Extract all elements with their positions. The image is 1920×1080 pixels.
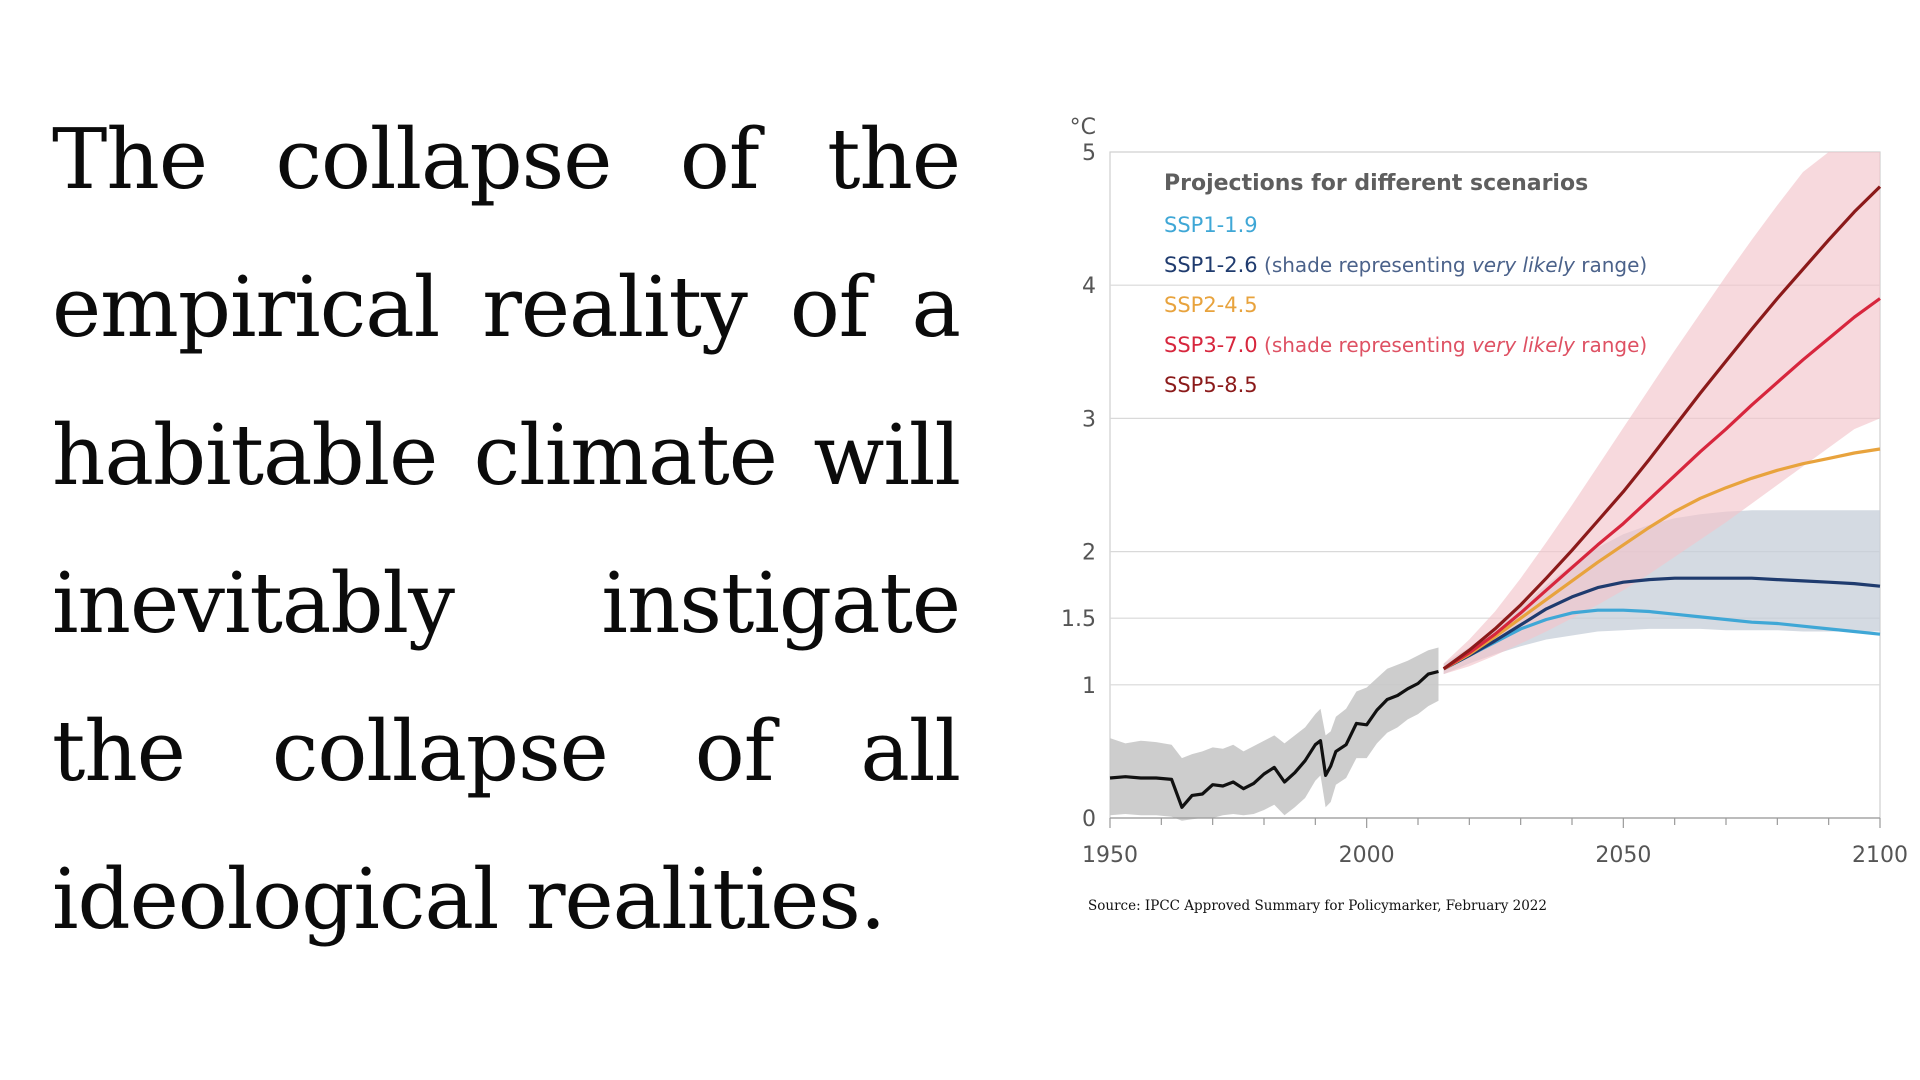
legend-title: Projections for different scenarios: [1164, 171, 1588, 196]
legend-item: SSP1-2.6 (shade representing very likely…: [1164, 253, 1647, 277]
y-tick-label: 3: [1082, 407, 1096, 432]
series-line-ssp1-2.6: [1442, 576, 1881, 671]
legend-item: SSP1-1.9: [1164, 213, 1258, 237]
y-unit-label: °C: [1070, 115, 1096, 140]
temperature-projection-chart: 0 1 1.5 2 3 4 5°C 1950 2000 2050 2100 Projections …: [1061, 115, 1908, 868]
x-tick-label: 2000: [1339, 843, 1395, 868]
legend-item: SSP5-8.5: [1164, 373, 1258, 397]
legend-item: SSP2-4.5: [1164, 293, 1258, 317]
x-tick-label: 2050: [1595, 843, 1651, 868]
y-tick-label: 4: [1082, 274, 1096, 299]
x-tick-label: 1950: [1082, 843, 1138, 868]
series-line-ssp2-4.5: [1442, 447, 1881, 671]
y-tick-label: 1.5: [1061, 607, 1096, 632]
ssp3-7.0-range-band: [1443, 152, 1880, 675]
line-layer: [1109, 185, 1882, 809]
x-tick-label: 2100: [1852, 843, 1908, 868]
y-tick-label: 1: [1082, 674, 1096, 699]
legend: Projections for different scenarios SSP1-…: [1164, 171, 1647, 397]
y-tick-label: 5: [1082, 141, 1096, 166]
band-layer: [1110, 152, 1880, 821]
historical-line: [1109, 669, 1439, 809]
historical-range-band: [1110, 647, 1439, 821]
series-line-ssp3-7.0: [1442, 297, 1881, 671]
series-line-ssp5-8.5: [1442, 185, 1882, 671]
ssp1-2.6-range-band: [1443, 510, 1880, 675]
legend-item: SSP3-7.0 (shade representing very likely…: [1164, 333, 1647, 357]
quote-text: The collapse of the empirical reality of…: [52, 111, 961, 948]
source-caption: Source: IPCC Approved Summary for Policy…: [1088, 898, 1547, 914]
y-tick-label: 2: [1082, 541, 1096, 566]
series-line-ssp1-1.9: [1442, 608, 1881, 671]
axis-layer: 0 1 1.5 2 3 4 5°C 1950 2000 2050 2100: [1061, 115, 1908, 868]
y-tick-label: 0: [1082, 807, 1096, 832]
